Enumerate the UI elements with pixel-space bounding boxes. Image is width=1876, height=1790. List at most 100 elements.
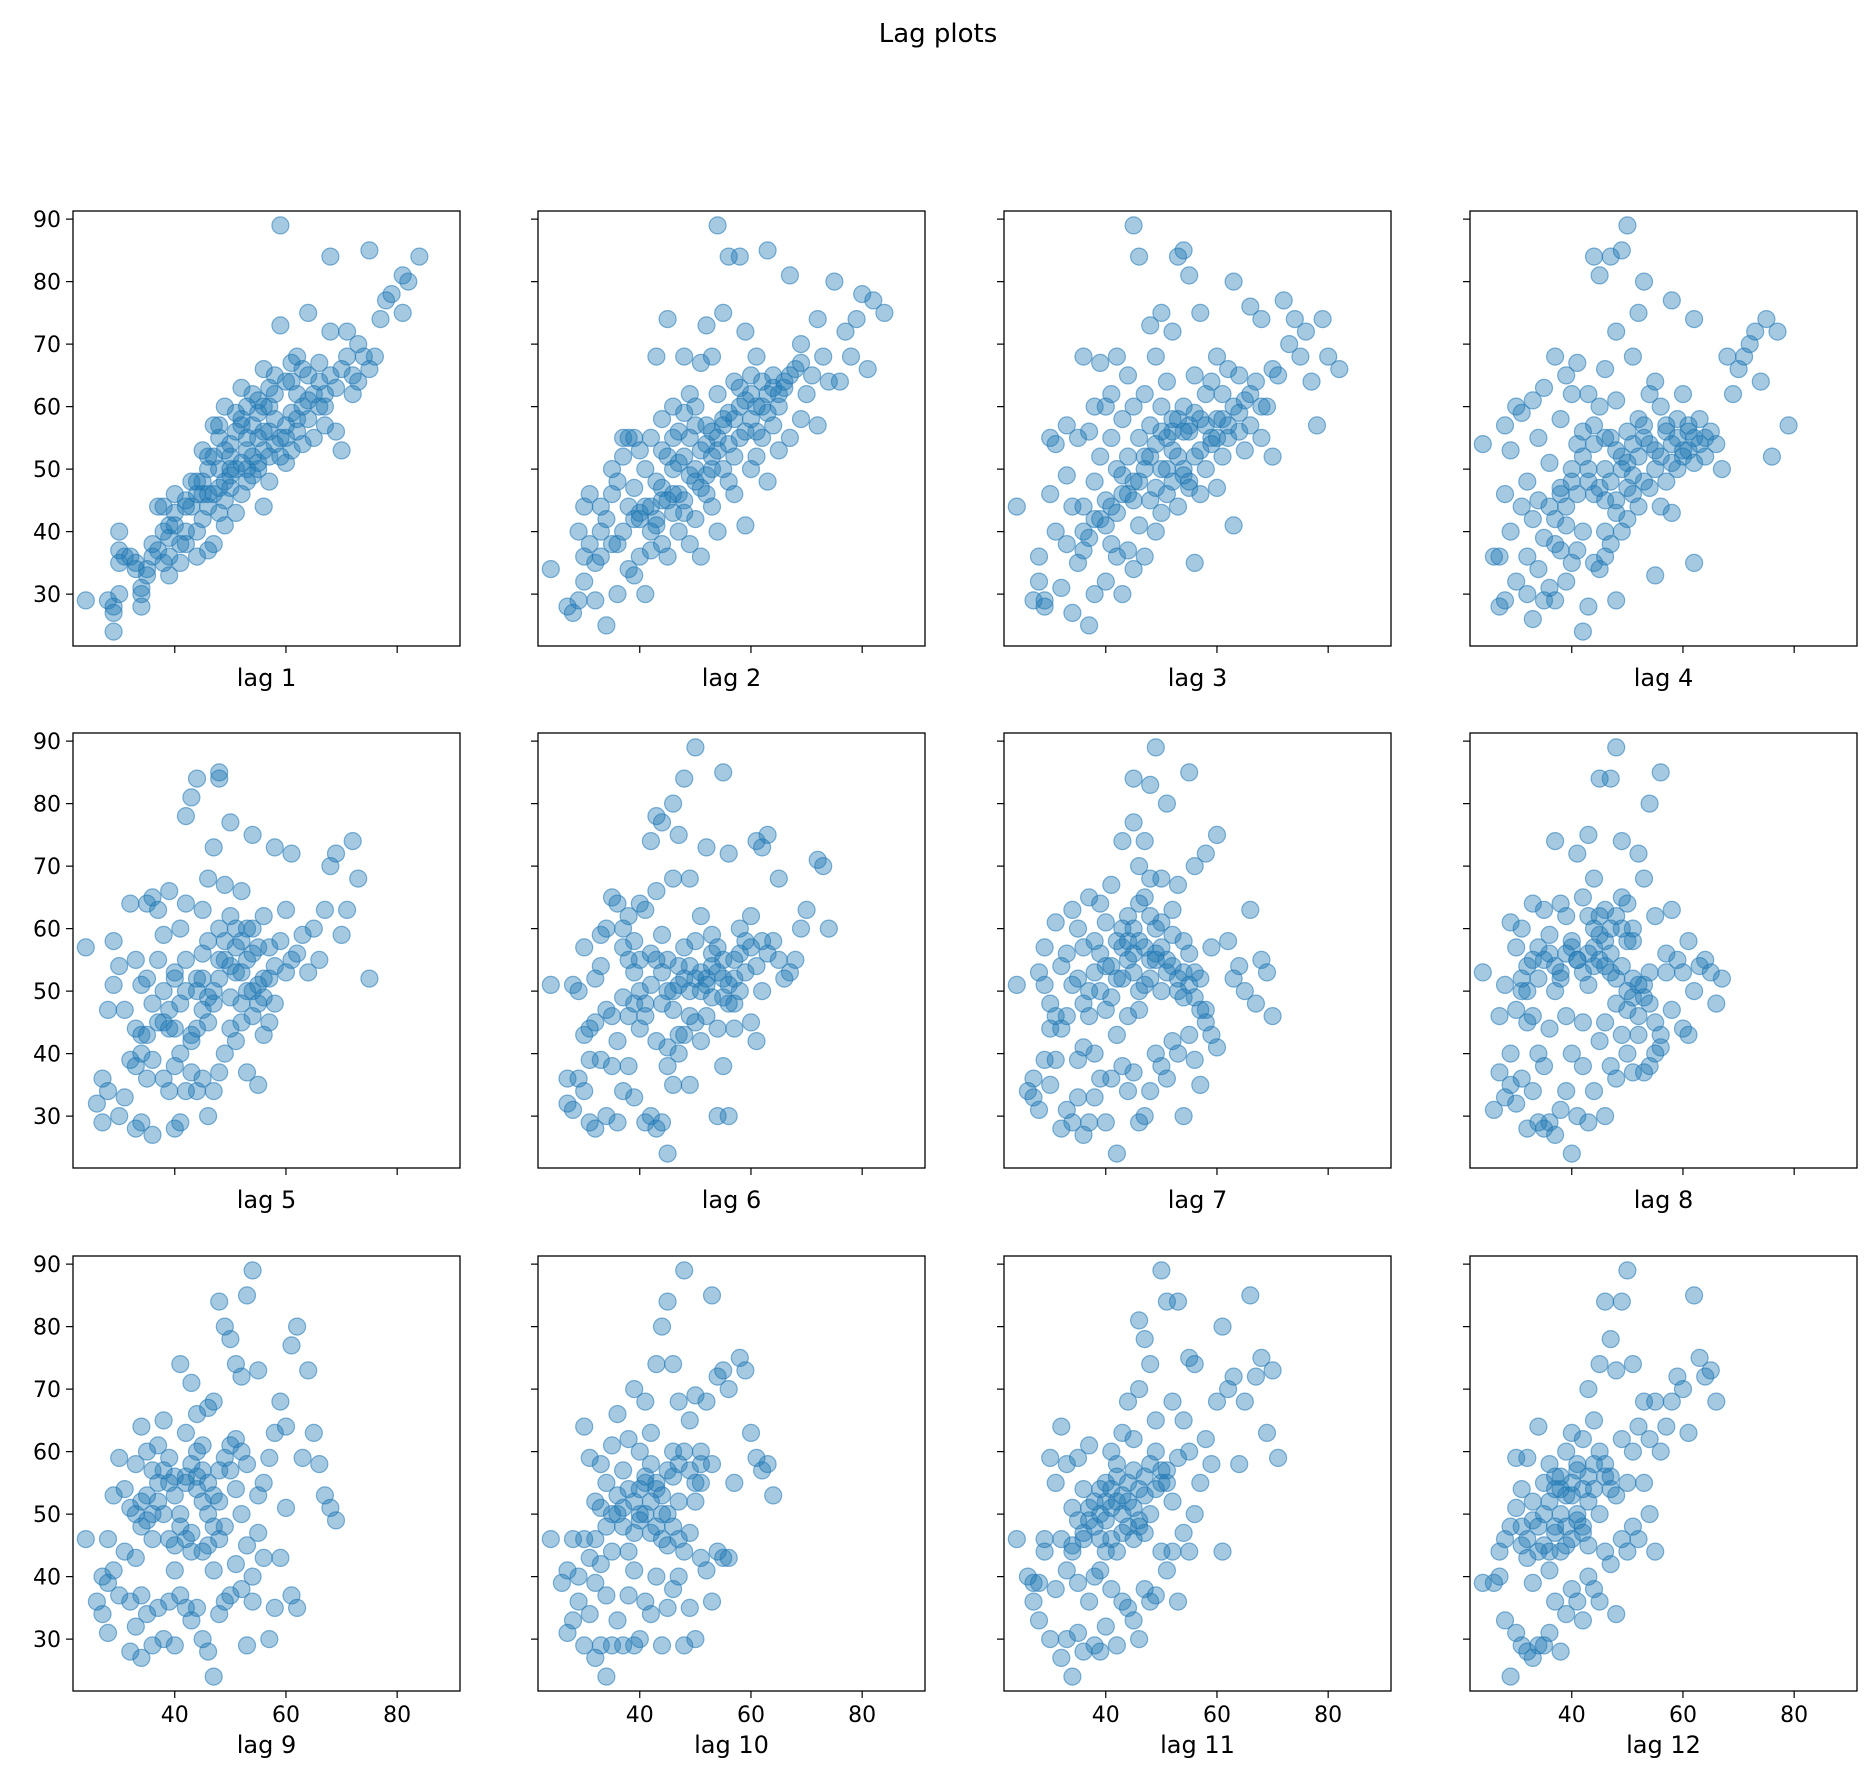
data-point [1035,1542,1054,1561]
data-point [1113,919,1132,938]
data-point [630,1442,649,1461]
data-point [1707,1392,1726,1411]
data-point [265,994,284,1013]
data-point [1573,888,1593,907]
data-point [1068,428,1088,447]
data-point [1512,1069,1531,1088]
data-point [669,1025,688,1044]
data-point [575,1417,594,1436]
data-point [691,1455,710,1474]
data-point [1085,1088,1104,1107]
data-point [1501,441,1520,460]
data-point [260,969,279,988]
lag-panel-6: lag 6 [531,732,926,1214]
data-point [171,919,190,938]
data-point [647,347,666,366]
data-point [1074,347,1093,366]
data-point [221,1586,240,1605]
data-point [1257,1423,1277,1442]
data-point [719,1380,738,1399]
data-point [753,982,772,1001]
data-point [360,969,379,988]
lag-panel-1: 30 40 50 60 70 80 90 lag 1 [33,208,461,692]
data-point [126,1617,145,1636]
data-point [1207,347,1227,366]
data-point [702,460,722,479]
data-point [182,1542,201,1561]
data-point [293,360,312,379]
data-point [1512,969,1531,988]
data-point [1146,1442,1165,1461]
data-point [1068,1573,1088,1592]
data-point [1163,441,1182,460]
data-point [132,1113,151,1132]
data-point [1579,385,1598,404]
data-point [1180,1442,1199,1461]
data-point [1130,1380,1149,1399]
data-point [1612,957,1631,976]
data-point [680,1598,699,1617]
data-point [1662,900,1681,919]
data-point [1590,1442,1609,1461]
data-point [1529,491,1548,510]
data-point [1074,938,1093,957]
data-point [1634,272,1654,291]
data-point [597,1107,616,1126]
data-point [814,857,833,876]
data-point [652,1317,672,1336]
data-point [1330,360,1349,379]
data-point [1102,428,1121,447]
data-point [780,366,799,385]
data-point [1091,1561,1110,1580]
data-point [288,944,307,963]
data-point [1113,1057,1132,1076]
data-point [758,1455,777,1474]
data-point [1280,335,1299,354]
data-point [1629,303,1648,323]
data-point [338,322,357,341]
data-point [1673,963,1693,982]
data-point [1057,1630,1076,1649]
data-point [187,1598,207,1617]
data-point [326,378,346,397]
data-point [187,969,207,988]
data-point [171,1044,190,1063]
data-point [1118,485,1138,504]
data-point [1068,1088,1088,1107]
data-point [1096,913,1115,932]
data-point [803,366,822,385]
y-tick-label: 40 [33,1566,61,1591]
data-point [1269,1448,1288,1467]
data-point [1152,938,1171,957]
data-point [608,472,627,491]
data-point [1685,453,1704,472]
x-axis-label: lag 10 [694,1731,769,1759]
data-point [1191,303,1210,323]
data-point [232,882,251,901]
data-point [1573,1430,1593,1449]
data-point [652,410,672,429]
lag-panel-2: lag 2 [531,210,926,692]
data-point [104,603,123,622]
data-point [110,957,129,976]
data-point [1596,360,1615,379]
data-point [647,882,666,901]
scatter-points [76,216,429,641]
data-point [630,1630,649,1649]
data-point [1651,763,1670,782]
data-point [171,1354,190,1374]
data-point [1534,900,1554,919]
data-point [697,1392,716,1411]
data-point [1152,1261,1171,1280]
data-point [193,1069,212,1088]
data-point [1118,366,1138,385]
data-point [619,907,638,926]
data-point [126,1548,145,1567]
data-point [586,1013,605,1032]
data-point [1035,1530,1054,1549]
data-point [1146,1411,1165,1430]
data-point [1057,1007,1076,1026]
data-point [1507,572,1526,591]
data-point [1029,547,1049,566]
data-point [154,1411,173,1430]
